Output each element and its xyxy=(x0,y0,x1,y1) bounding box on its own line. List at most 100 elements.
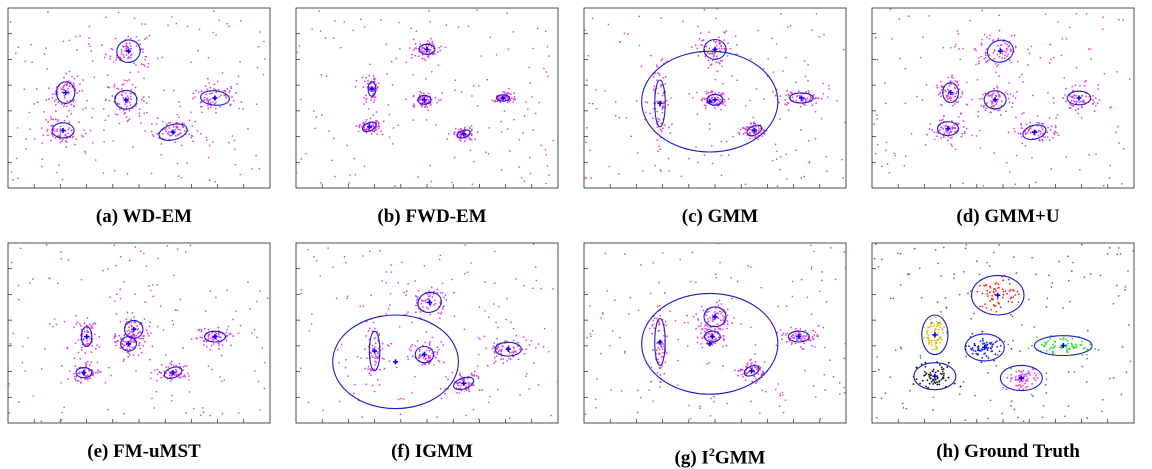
noise-point xyxy=(298,45,301,47)
noise-point xyxy=(91,59,94,62)
noise-point xyxy=(380,19,382,22)
data-point xyxy=(77,351,80,354)
data-point xyxy=(207,337,210,340)
noise-point xyxy=(78,121,80,124)
data-point xyxy=(1007,278,1010,281)
noise-point xyxy=(907,15,910,18)
data-point xyxy=(1035,336,1038,339)
data-point xyxy=(997,109,1000,112)
noise-point xyxy=(830,246,832,249)
data-point xyxy=(989,286,992,289)
data-point xyxy=(169,362,171,365)
data-point xyxy=(1010,34,1013,37)
noise-point xyxy=(345,359,347,361)
noise-point xyxy=(512,30,515,33)
data-point xyxy=(930,380,933,383)
data-point xyxy=(797,90,800,93)
data-point xyxy=(660,59,663,62)
data-point xyxy=(771,90,774,93)
data-point xyxy=(425,357,427,360)
data-point xyxy=(415,304,417,307)
data-point xyxy=(933,131,936,134)
data-point xyxy=(956,90,958,93)
data-point xyxy=(718,47,721,50)
noise-point xyxy=(80,278,83,281)
data-point xyxy=(745,372,748,375)
noise-point xyxy=(388,136,391,139)
data-point xyxy=(932,368,935,371)
noise-point xyxy=(299,367,302,370)
noise-point xyxy=(493,352,496,354)
data-point xyxy=(83,330,86,333)
data-point xyxy=(59,128,62,130)
noise-point xyxy=(88,37,91,39)
data-point xyxy=(1010,373,1013,376)
data-point xyxy=(715,61,718,64)
data-point xyxy=(68,85,71,88)
noise-point xyxy=(254,370,256,372)
data-point xyxy=(92,323,95,326)
noise-point xyxy=(377,125,380,127)
noise-point xyxy=(1017,301,1020,304)
noise-point xyxy=(1099,274,1102,277)
data-point xyxy=(942,331,944,334)
data-point xyxy=(360,125,363,128)
data-point xyxy=(58,130,61,133)
data-point xyxy=(980,350,982,352)
data-point xyxy=(712,52,715,55)
noise-point xyxy=(974,394,976,397)
noise-point xyxy=(903,164,906,167)
noise-point xyxy=(534,112,537,115)
data-point xyxy=(929,339,931,342)
data-point xyxy=(786,89,789,92)
noise-point xyxy=(84,150,86,153)
noise-point xyxy=(677,359,679,362)
noise-point xyxy=(1045,392,1048,394)
data-point xyxy=(196,129,199,132)
noise-point xyxy=(775,344,778,347)
data-point xyxy=(707,336,709,339)
data-point xyxy=(1025,375,1028,378)
data-point xyxy=(429,304,432,307)
data-point xyxy=(465,137,467,140)
data-point xyxy=(1012,95,1015,97)
noise-point xyxy=(531,287,534,290)
data-point xyxy=(1078,101,1081,104)
noise-point xyxy=(1075,12,1078,15)
noise-point xyxy=(546,45,549,48)
noise-point xyxy=(102,172,105,175)
noise-point xyxy=(477,353,480,356)
noise-point xyxy=(390,342,393,345)
data-point xyxy=(375,355,377,358)
data-point xyxy=(114,341,117,344)
noise-point xyxy=(211,368,213,371)
data-point xyxy=(711,96,713,99)
noise-point xyxy=(618,336,621,339)
data-point xyxy=(434,356,437,359)
noise-point xyxy=(107,268,110,270)
data-point xyxy=(720,44,723,47)
gaussian-ellipse xyxy=(495,94,511,102)
noise-point xyxy=(1052,97,1055,99)
noise-point xyxy=(890,297,892,300)
data-point xyxy=(811,335,814,338)
data-point xyxy=(84,352,87,354)
noise-point xyxy=(61,411,64,414)
data-point xyxy=(657,361,660,364)
data-point xyxy=(138,331,141,334)
noise-point xyxy=(695,281,697,284)
noise-point xyxy=(1089,48,1092,50)
data-point xyxy=(652,89,655,92)
data-point xyxy=(725,344,728,347)
noise-point xyxy=(714,273,717,276)
data-point xyxy=(116,113,119,116)
noise-point xyxy=(1000,43,1003,46)
noise-point xyxy=(982,343,984,345)
data-point xyxy=(981,292,984,295)
data-point xyxy=(714,307,717,309)
gaussian-ellipse xyxy=(80,326,93,348)
noise-point xyxy=(500,131,503,133)
data-point xyxy=(47,134,49,137)
noise-point xyxy=(810,244,812,247)
noise-point xyxy=(714,78,717,81)
